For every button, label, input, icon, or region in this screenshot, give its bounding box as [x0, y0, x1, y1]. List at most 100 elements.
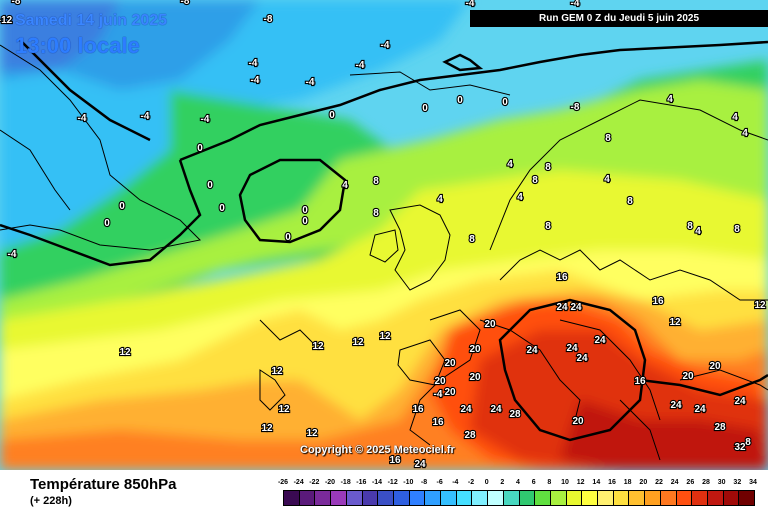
isotherm-value-label: 4 [507, 159, 513, 170]
isotherm-value-label: 16 [432, 417, 444, 428]
isotherm-value-label: -4 [571, 0, 580, 9]
isotherm-value-label: 20 [682, 371, 694, 382]
isotherm-value-label: -4 [249, 58, 258, 69]
isotherm-value-label: -4 [381, 40, 390, 51]
color-scale-tick-label: -24 [293, 479, 304, 486]
isotherm-value-label: 24 [526, 345, 538, 356]
isotherm-value-label: 12 [754, 300, 766, 311]
isotherm-value-label: 12 [379, 331, 391, 342]
color-scale-tick-label: -14 [371, 479, 383, 486]
isotherm-value-label: 4 [695, 226, 701, 237]
isotherm-value-label: 16 [634, 376, 646, 387]
color-scale-tick-label: 6 [531, 479, 536, 486]
isotherm-value-label: 28 [714, 422, 726, 433]
color-scale-cell [613, 491, 630, 505]
color-scale-tick-label: 4 [516, 479, 520, 486]
isotherm-value-label: -4 [306, 77, 315, 88]
color-scale-cell [582, 491, 599, 505]
copyright-notice: Copyright © 2025 Meteociel.fr [300, 444, 455, 456]
isotherm-value-label: 8 [545, 221, 551, 232]
isotherm-value-label: -8 [181, 0, 190, 7]
color-scale-tick-label: -4 [452, 479, 459, 486]
isotherm-value-label: 12 [306, 428, 318, 439]
temperature-fill [0, 0, 768, 470]
color-scale-cell [519, 491, 536, 505]
isotherm-value-label: 20 [434, 376, 446, 387]
color-scale-cell [346, 491, 363, 505]
color-scale-cell [629, 491, 646, 505]
color-scale-tick-label: 32 [733, 479, 742, 486]
isotherm-value-label: 12 [271, 366, 283, 377]
isotherm-value-label: 0 [502, 97, 508, 108]
isotherm-value-label: 16 [389, 455, 401, 466]
color-scale-tick-label: -26 [277, 479, 289, 486]
isotherm-value-label: 20 [469, 344, 481, 355]
color-scale-cell [535, 491, 551, 505]
color-scale-tick-label: 0 [484, 479, 489, 486]
isotherm-value-label: 4 [604, 174, 610, 185]
isotherm-value-label: 12 [312, 341, 324, 352]
isotherm-value-label: -4 [434, 389, 443, 400]
isotherm-value-label: 12 [278, 404, 290, 415]
isotherm-labels: -12-8-8-8-4-4-4-4-4-4-4-4-4-4-4000000000… [0, 0, 767, 470]
isotherm-value-label: -4 [466, 0, 475, 9]
color-scale-cell [566, 491, 583, 505]
color-scale-tick-label: -22 [309, 479, 320, 486]
color-scale-tick-label: 30 [717, 479, 726, 486]
color-scale-tick-label: 28 [702, 479, 710, 486]
color-scale-cell [315, 491, 332, 505]
color-scale-cell [299, 491, 316, 505]
color-scale-tick-label: 8 [547, 479, 552, 486]
color-scale-bar [283, 490, 755, 506]
color-scale-cell [472, 491, 489, 505]
isotherm-value-label: 24 [670, 400, 682, 411]
color-scale-cell [425, 491, 442, 505]
isotherm-value-label: 0 [457, 95, 463, 106]
isotherm-value-label: 20 [444, 387, 456, 398]
color-scale-tick-label: -10 [403, 479, 414, 486]
isotherm-value-label: -4 [201, 114, 210, 125]
isotherm-value-label: 0 [285, 232, 291, 243]
color-scale-tick-label: 20 [639, 479, 648, 486]
color-scale-cell [707, 491, 724, 505]
color-scale-tick-label: 18 [623, 479, 632, 486]
isotherm-value-label: 0 [219, 203, 225, 214]
isotherm-value-label: 24 [556, 302, 568, 313]
color-scale-tick-label: 14 [592, 479, 601, 486]
isotherm-value-label: 24 [576, 353, 588, 364]
isotherm-value-label: 12 [352, 337, 364, 348]
color-scale-tick-label: -6 [436, 479, 443, 486]
color-scale-cell [331, 491, 347, 505]
color-scale-tick-label: -2 [467, 479, 475, 486]
isotherm-value-label: 8 [687, 221, 693, 232]
isotherm-value-label: 0 [119, 201, 125, 212]
color-scale-tick-label: 26 [686, 479, 695, 486]
isotherm-value-label: 0 [197, 143, 203, 154]
isotherm-value-label: 8 [373, 176, 379, 187]
color-scale-tick-label: -8 [420, 479, 428, 486]
color-scale-cell [660, 491, 677, 505]
isotherm-value-label: 24 [490, 404, 502, 415]
isotherm-value-label: 8 [745, 437, 751, 448]
isotherm-value-label: 28 [464, 430, 476, 441]
isotherm-value-label: 12 [669, 317, 681, 328]
color-scale-tick-label: 2 [500, 479, 505, 486]
isotherm-value-label: 24 [414, 459, 426, 470]
isotherm-value-label: 8 [545, 162, 551, 173]
variable-title: Température 850hPa [30, 476, 177, 493]
isotherm-value-label: -4 [251, 75, 260, 86]
isotherm-value-label: -12 [0, 15, 13, 26]
color-scale-cell [723, 491, 740, 505]
color-scale-ticks: -26 -24 -22 -20 -18 -16 -14 -12 -10 -8 -6 -4 -2 0 2 4 6 8… [278, 479, 757, 489]
isotherm-value-label: -4 [78, 113, 87, 124]
isotherm-value-label: 20 [572, 416, 584, 427]
isotherm-value-label: 16 [652, 296, 664, 307]
isotherm-value-label: 0 [329, 110, 335, 121]
isotherm-value-label: 0 [104, 218, 110, 229]
isotherm-value-label: 0 [302, 216, 308, 227]
isotherm-value-label: 24 [594, 335, 606, 346]
color-scale-cell [676, 491, 693, 505]
isotherm-value-label: 8 [605, 133, 611, 144]
isotherm-value-label: 16 [412, 404, 424, 415]
lead-time: (+ 228h) [30, 495, 72, 507]
